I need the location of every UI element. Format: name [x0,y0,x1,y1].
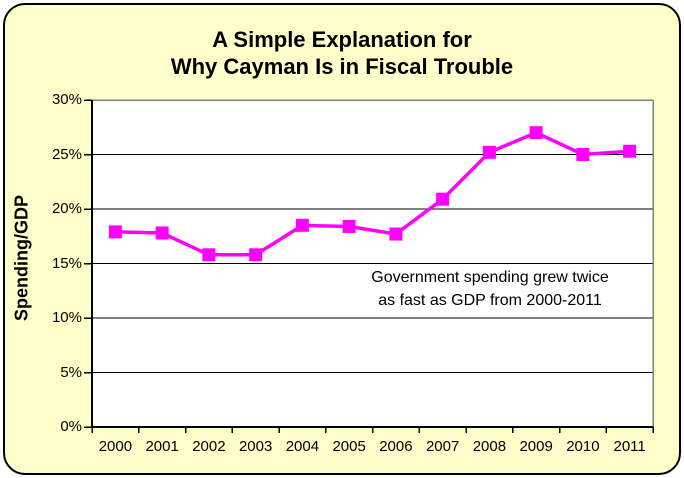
x-tick-label-2001: 2001 [145,438,179,455]
chart-title: A Simple Explanation for Why Cayman Is i… [0,26,684,80]
chart-annotation-line1: Government spending grew twice [371,269,609,286]
y-tick-label-10: 10% [51,309,82,326]
x-tick-label-2008: 2008 [472,438,507,455]
y-tick-label-5: 5% [60,363,82,381]
chart-annotation-line2: as fast as GDP from 2000-2011 [378,292,602,309]
data-point-2007 [436,192,450,206]
y-tick-label-15: 15% [51,254,82,272]
x-tick-label-2003: 2003 [238,438,273,455]
y-tick-label-20: 20% [51,200,82,217]
chart-title-line2: Why Cayman Is in Fiscal Trouble [170,54,514,79]
x-tick-label-2010: 2010 [566,438,600,455]
data-point-2008 [482,145,496,159]
data-point-2006 [389,227,403,241]
y-tick-label-30: 30% [51,91,82,108]
x-tick-label-2004: 2004 [285,438,320,455]
x-tick-label-2005: 2005 [332,438,366,455]
x-tick-label-2007: 2007 [425,438,460,455]
y-tick-label-0: 0% [60,418,82,435]
data-point-2003 [249,248,263,262]
data-point-2004 [295,218,309,232]
x-tick-label-2002: 2002 [192,438,226,455]
x-tick-label-2011: 2011 [613,438,646,455]
chart-annotation: Government spending grew twice as fast a… [326,266,654,312]
chart-title-line1: A Simple Explanation for [212,27,472,52]
data-point-2011 [623,144,637,158]
data-point-2005 [342,219,356,233]
data-point-2002 [202,248,216,262]
data-point-2001 [155,226,169,240]
data-point-2009 [529,126,543,140]
data-point-2010 [576,148,590,161]
data-point-2000 [108,225,122,239]
x-tick-label-2009: 2009 [519,438,553,455]
x-tick-label-2006: 2006 [379,438,413,455]
y-tick-label-25: 25% [51,145,82,163]
spending-line [115,130,630,257]
x-tick-label-2000: 2000 [98,438,133,455]
